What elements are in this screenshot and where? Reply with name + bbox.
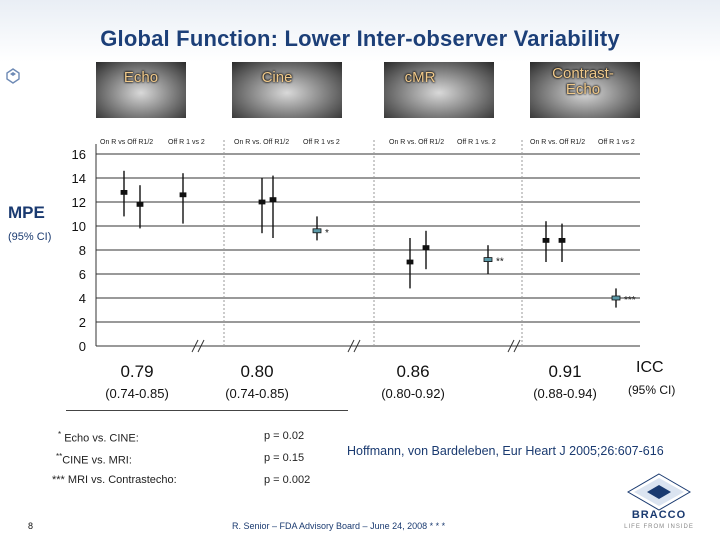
bracco-mark-icon <box>6 68 20 84</box>
point-marker <box>542 237 550 243</box>
y-axis-label: MPE <box>8 203 45 222</box>
y-axis-sublabel: (95% CI) <box>8 231 52 243</box>
point-marker <box>483 257 493 263</box>
icc-header: ICC <box>636 359 664 376</box>
point-marker <box>269 197 277 203</box>
footnote-mark: ** <box>56 452 63 461</box>
column-header: Off R 1 vs 2 <box>303 139 340 146</box>
modality-label-echo: Echo <box>123 69 159 86</box>
axis-break <box>347 339 355 353</box>
y-tick-label: 0 <box>79 339 86 354</box>
data-point: *** <box>611 288 636 308</box>
axis-break <box>197 339 205 353</box>
column-header: On R vs. Off R1/2 <box>234 139 290 146</box>
point-marker <box>406 259 414 265</box>
modality-label-cine: Cine <box>261 69 293 86</box>
point-marker <box>558 237 566 243</box>
footnote-p: p = 0.002 <box>264 474 311 486</box>
significance-annotation: *** <box>624 295 636 306</box>
data-point <box>406 238 414 289</box>
citation: Hoffmann, von Bardeleben, Eur Heart J 20… <box>347 444 664 458</box>
icc-ci: (0.88-0.94) <box>533 386 597 401</box>
column-header: Off R 1 vs. 2 <box>457 139 496 146</box>
y-tick-label: 4 <box>79 291 86 306</box>
axis-break <box>513 339 521 353</box>
data-point <box>120 170 128 217</box>
footnote-text: Echo vs. CINE: <box>64 432 139 445</box>
footnote-p: p = 0.02 <box>264 430 305 442</box>
column-header: Off R 1 vs 2 <box>598 139 635 146</box>
cmr-thumbnail: cMR <box>384 62 494 118</box>
column-header: On R vs. Off R1/2 <box>389 139 445 146</box>
footnote-mark: *** <box>52 474 65 486</box>
data-point <box>258 178 266 234</box>
y-tick-label: 2 <box>79 315 86 330</box>
footnote-text: MRI vs. Contrastecho: <box>67 474 177 486</box>
footnote-text: CINE vs. MRI: <box>62 454 132 467</box>
column-header: Off R 1 vs 2 <box>168 139 205 146</box>
y-tick-label: 14 <box>72 171 86 186</box>
footnote: *** MRI vs. Contrastecho: <box>52 474 177 486</box>
column-header: On R vs Off R1/2 <box>100 139 154 146</box>
data-point <box>269 175 277 238</box>
footnote: * Echo vs. CINE: <box>58 430 139 445</box>
point-marker <box>312 228 322 234</box>
point-marker <box>258 199 266 205</box>
data-point: * <box>312 216 329 241</box>
icc-value: 0.79 <box>120 362 154 381</box>
page-number: 8 <box>28 521 34 531</box>
axis-break <box>507 339 515 353</box>
y-tick-label: 6 <box>79 267 86 282</box>
footnote-mark: * <box>58 430 62 439</box>
significance-annotation: * <box>325 228 329 239</box>
footnote-p: p = 0.15 <box>264 452 305 464</box>
footnote: **CINE vs. MRI: <box>56 452 132 467</box>
data-point <box>542 221 550 262</box>
data-point <box>558 223 566 262</box>
axis-break <box>353 339 361 353</box>
point-marker <box>611 295 621 301</box>
y-tick-label: 8 <box>79 243 86 258</box>
point-marker <box>422 245 430 251</box>
title-banner <box>0 0 720 62</box>
icc-header-sub: (95% CI) <box>628 383 676 397</box>
icc-ci: (0.74-0.85) <box>225 386 289 401</box>
slide-title: Global Function: Lower Inter-observer Va… <box>100 26 620 51</box>
modality-label-cmr: cMR <box>404 69 436 86</box>
icc-ci: (0.74-0.85) <box>105 386 169 401</box>
data-point <box>136 185 144 229</box>
y-axis-ticks: 16 14 12 10 8 6 4 2 0 <box>72 147 86 354</box>
icc-value: 0.80 <box>240 362 274 381</box>
data-point: ** <box>483 245 504 274</box>
point-marker <box>120 189 128 195</box>
y-tick-label: 12 <box>72 195 86 210</box>
significance-annotation: ** <box>496 257 504 268</box>
icc-ci: (0.80-0.92) <box>381 386 445 401</box>
chart-marks: ****** <box>120 170 636 308</box>
echo-thumbnail: Echo <box>96 62 186 118</box>
divider <box>66 410 348 411</box>
column-header: On R vs. Off R1/2 <box>530 139 586 146</box>
y-tick-label: 16 <box>72 147 86 162</box>
cine-thumbnail: Cine <box>232 62 342 118</box>
data-point <box>179 173 187 224</box>
chart-grid <box>95 140 640 353</box>
brand-name: BRACCO <box>631 509 687 521</box>
brand-tagline: LIFE FROM INSIDE <box>624 524 694 530</box>
axis-break <box>191 339 199 353</box>
contrast-echo-thumbnail: Contrast- Echo <box>530 62 640 118</box>
point-marker <box>179 192 187 198</box>
point-marker <box>136 201 144 207</box>
icc-value: 0.91 <box>548 362 582 381</box>
footer: R. Senior – FDA Advisory Board – June 24… <box>232 521 446 531</box>
data-point <box>422 230 430 270</box>
bracco-logo <box>627 473 691 511</box>
icc-value: 0.86 <box>396 362 430 381</box>
y-tick-label: 10 <box>72 219 86 234</box>
modality-label-contrast-echo: Contrast- Echo <box>552 65 614 98</box>
